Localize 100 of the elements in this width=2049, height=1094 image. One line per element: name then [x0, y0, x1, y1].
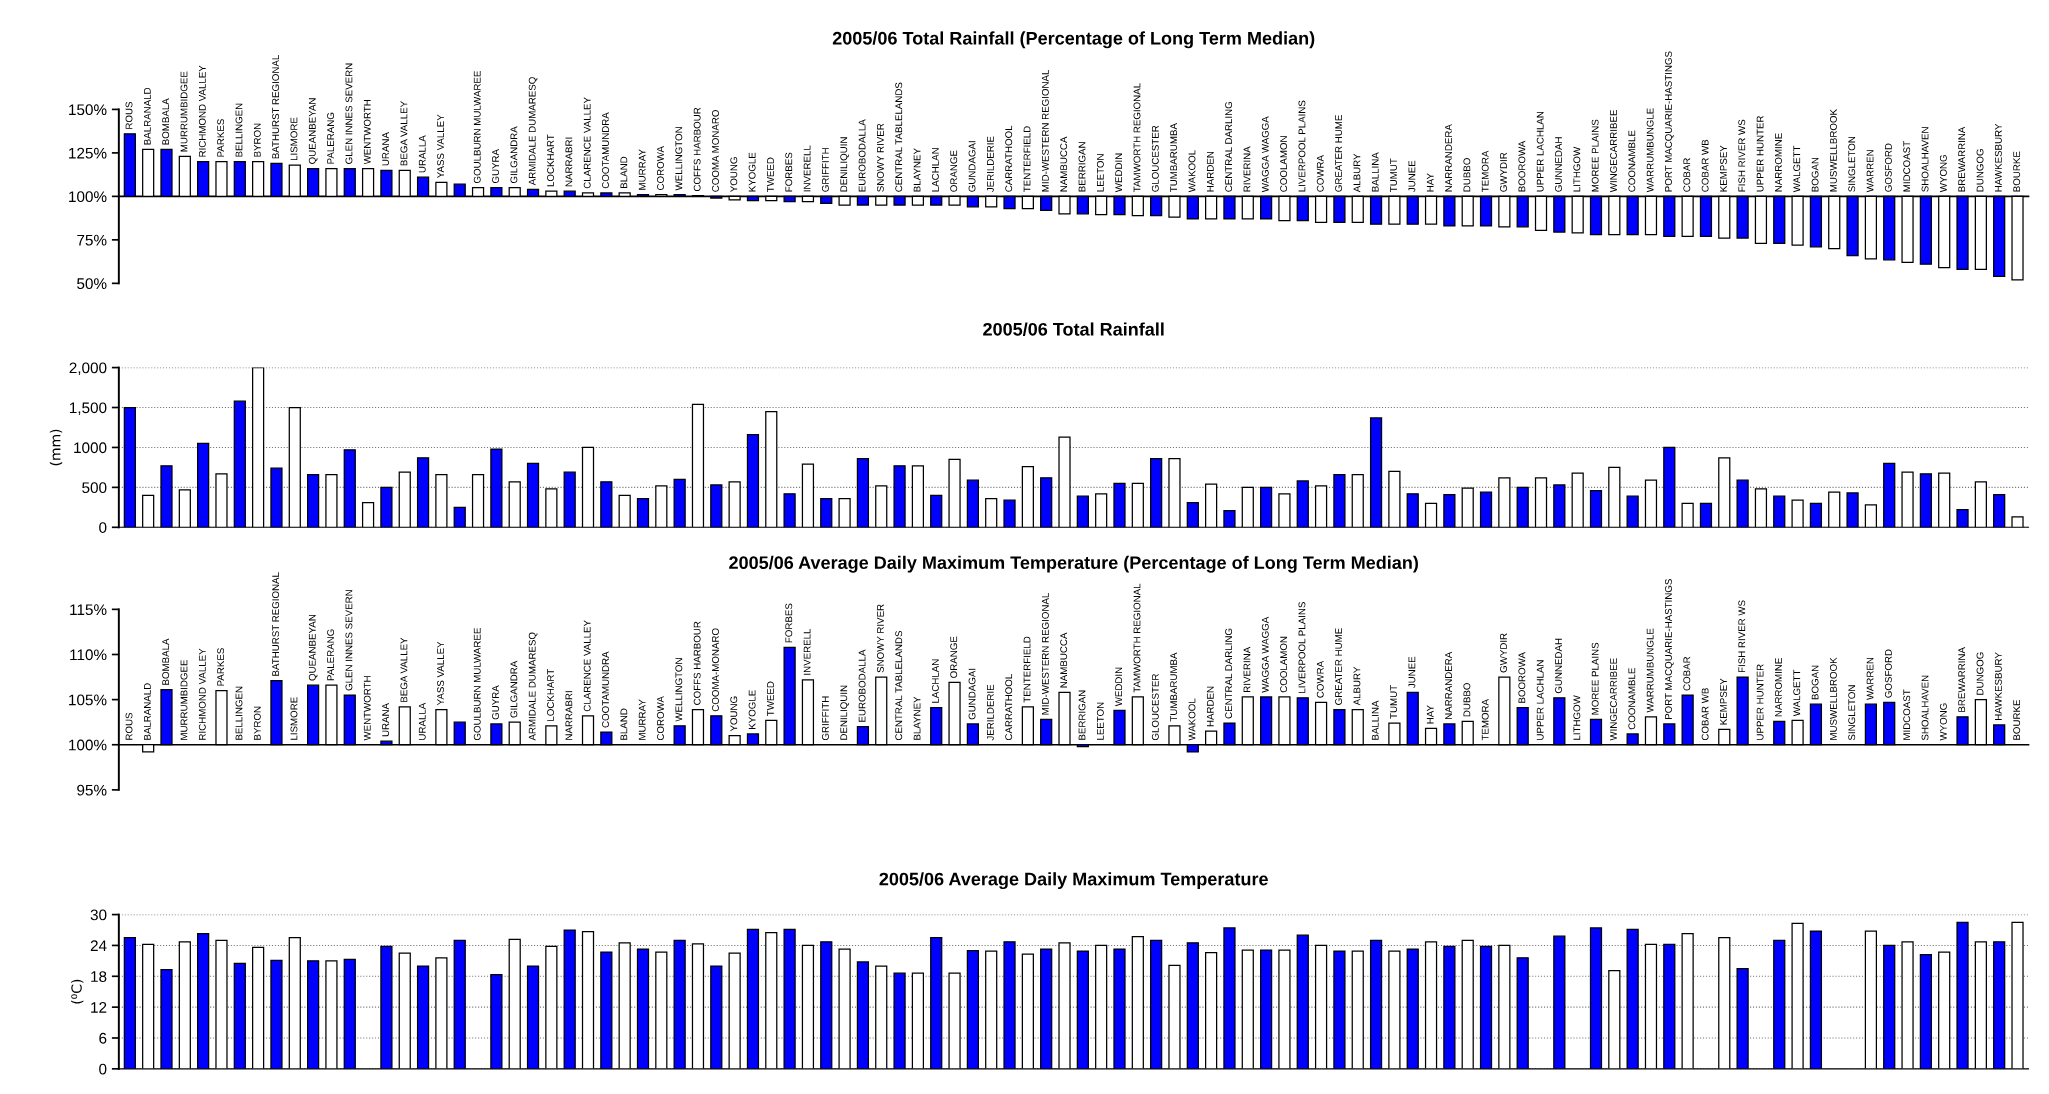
bar: [1095, 944, 1108, 1069]
bar: [1223, 927, 1236, 1069]
bar: [2011, 516, 2024, 528]
bar: [1021, 465, 1034, 528]
y-tick-label: 150%: [69, 104, 107, 116]
bar: [1003, 941, 1016, 1069]
bar: [728, 952, 741, 1069]
x-tick-label: RIVERINA: [1243, 646, 1251, 692]
bar: [1278, 493, 1291, 528]
x-tick-label: JUNEE: [1408, 656, 1416, 689]
y-tick-label: 50%: [77, 278, 107, 290]
bar: [1791, 499, 1804, 528]
bar: [1131, 482, 1144, 528]
bar: [1974, 941, 1987, 1069]
x-tick-label: UPPER HUNTER: [1756, 115, 1764, 192]
y-axis-title: (mm): [49, 429, 63, 466]
x-tick-label: GOSFORD: [1884, 143, 1892, 192]
bar: [288, 406, 301, 528]
x-tick-label: URANA: [382, 702, 390, 737]
y-tick-label: 115%: [70, 604, 107, 616]
bar: [416, 965, 430, 1069]
bar: [233, 400, 246, 528]
x-tick-label: MURRUMBIDGEE: [180, 659, 188, 740]
x-tick-label: BYRON: [253, 706, 261, 740]
bar: [1278, 949, 1291, 1069]
bar: [1241, 486, 1254, 528]
x-tick-label: PORT MACQUARIE-HASTINGS: [1665, 579, 1674, 720]
bar: [398, 471, 411, 528]
y-tick-label: 1,500: [69, 402, 107, 416]
bar: [911, 972, 925, 1069]
x-tick-label: BREWARRINA: [1958, 126, 1966, 192]
bar: [508, 481, 521, 528]
bar: [1333, 473, 1346, 528]
x-tick-label: HAY: [1426, 705, 1434, 724]
x-tick-label: CLARENCE VALLEY: [583, 97, 591, 189]
x-tick-label: RICHMOND VALLEY: [198, 65, 206, 157]
x-tick-label: HARDEN: [1206, 151, 1214, 192]
bar: [1205, 483, 1218, 528]
bar: [636, 497, 650, 528]
x-tick-label: YASS VALLEY: [437, 641, 445, 706]
x-tick-label: GREATER HUME: [1335, 115, 1343, 192]
bar: [545, 488, 558, 528]
bar: [288, 937, 301, 1069]
bar: [1040, 948, 1053, 1069]
bar: [948, 458, 961, 528]
x-tick-label: GILGANDRA: [510, 660, 518, 718]
x-tick-label: FORBES: [785, 152, 793, 192]
bar: [160, 968, 173, 1069]
bar: [1864, 930, 1878, 1069]
x-tick-label: MURRAY: [638, 149, 646, 190]
x-tick-label: WALGETT: [1793, 145, 1801, 193]
x-tick-label: NARRANDERA: [1445, 124, 1452, 192]
x-tick-label: HARDEN: [1206, 686, 1214, 727]
bar: [728, 481, 741, 528]
bar: [746, 434, 760, 528]
bar: [1791, 922, 1804, 1069]
x-tick-label: EUROBODALLA: [858, 649, 866, 722]
x-tick-label: BALLINA: [1371, 152, 1379, 192]
bar: [655, 485, 668, 528]
x-tick-label: LISMORE: [290, 697, 298, 740]
bar: [1369, 417, 1383, 528]
x-tick-label: INVERELL: [803, 145, 811, 192]
x-tick-label: CENTRAL DARLING: [1225, 628, 1233, 719]
bar: [1736, 967, 1749, 1069]
bar: [1516, 486, 1529, 528]
bar: [563, 929, 576, 1069]
bar: [1974, 481, 1987, 528]
bar: [1113, 948, 1126, 1069]
x-tick-label: BALRANALD: [143, 87, 151, 145]
x-tick-label: BREWARRINA: [1958, 647, 1966, 712]
bar: [636, 948, 650, 1069]
bar: [985, 950, 998, 1069]
bar: [1058, 436, 1071, 528]
bar: [1681, 502, 1694, 528]
x-tick-label: MID-WESTERN REGIONAL: [1041, 593, 1049, 715]
x-tick-label: LITHGOW: [1573, 146, 1581, 192]
bar: [655, 951, 668, 1069]
x-tick-label: WARREN: [1866, 150, 1874, 193]
bar: [306, 473, 320, 528]
x-tick-label: WINGECARRIBEE: [1610, 109, 1617, 193]
bar: [1773, 495, 1786, 528]
bar: [1351, 473, 1364, 528]
bar: [985, 497, 998, 528]
x-tick-label: DENILIQUIN: [840, 137, 849, 192]
x-tick-label: CARRATHOOL: [1005, 125, 1013, 192]
x-tick-label: ARMIDALE DUMARESQ: [528, 632, 538, 741]
x-tick-label: PARKES: [217, 119, 225, 157]
x-tick-label: MURRUMBIDGEE: [180, 71, 188, 152]
bar: [343, 449, 356, 528]
bar: [1150, 939, 1163, 1069]
x-tick-label: NARROMINE: [1774, 133, 1782, 192]
x-tick-label: WALGETT: [1793, 669, 1801, 717]
x-tick-label: WAKOOL: [1188, 698, 1196, 741]
x-tick-label: CENTRAL DARLING: [1225, 102, 1233, 192]
x-tick-label: BOURKE: [2013, 699, 2021, 740]
x-tick-label: DUNGOG: [1976, 149, 1984, 192]
x-tick-label: RIVERINA: [1243, 146, 1251, 192]
x-tick-label: BLAYNEY: [913, 696, 921, 740]
bar: [875, 965, 888, 1069]
bar: [1150, 458, 1163, 528]
